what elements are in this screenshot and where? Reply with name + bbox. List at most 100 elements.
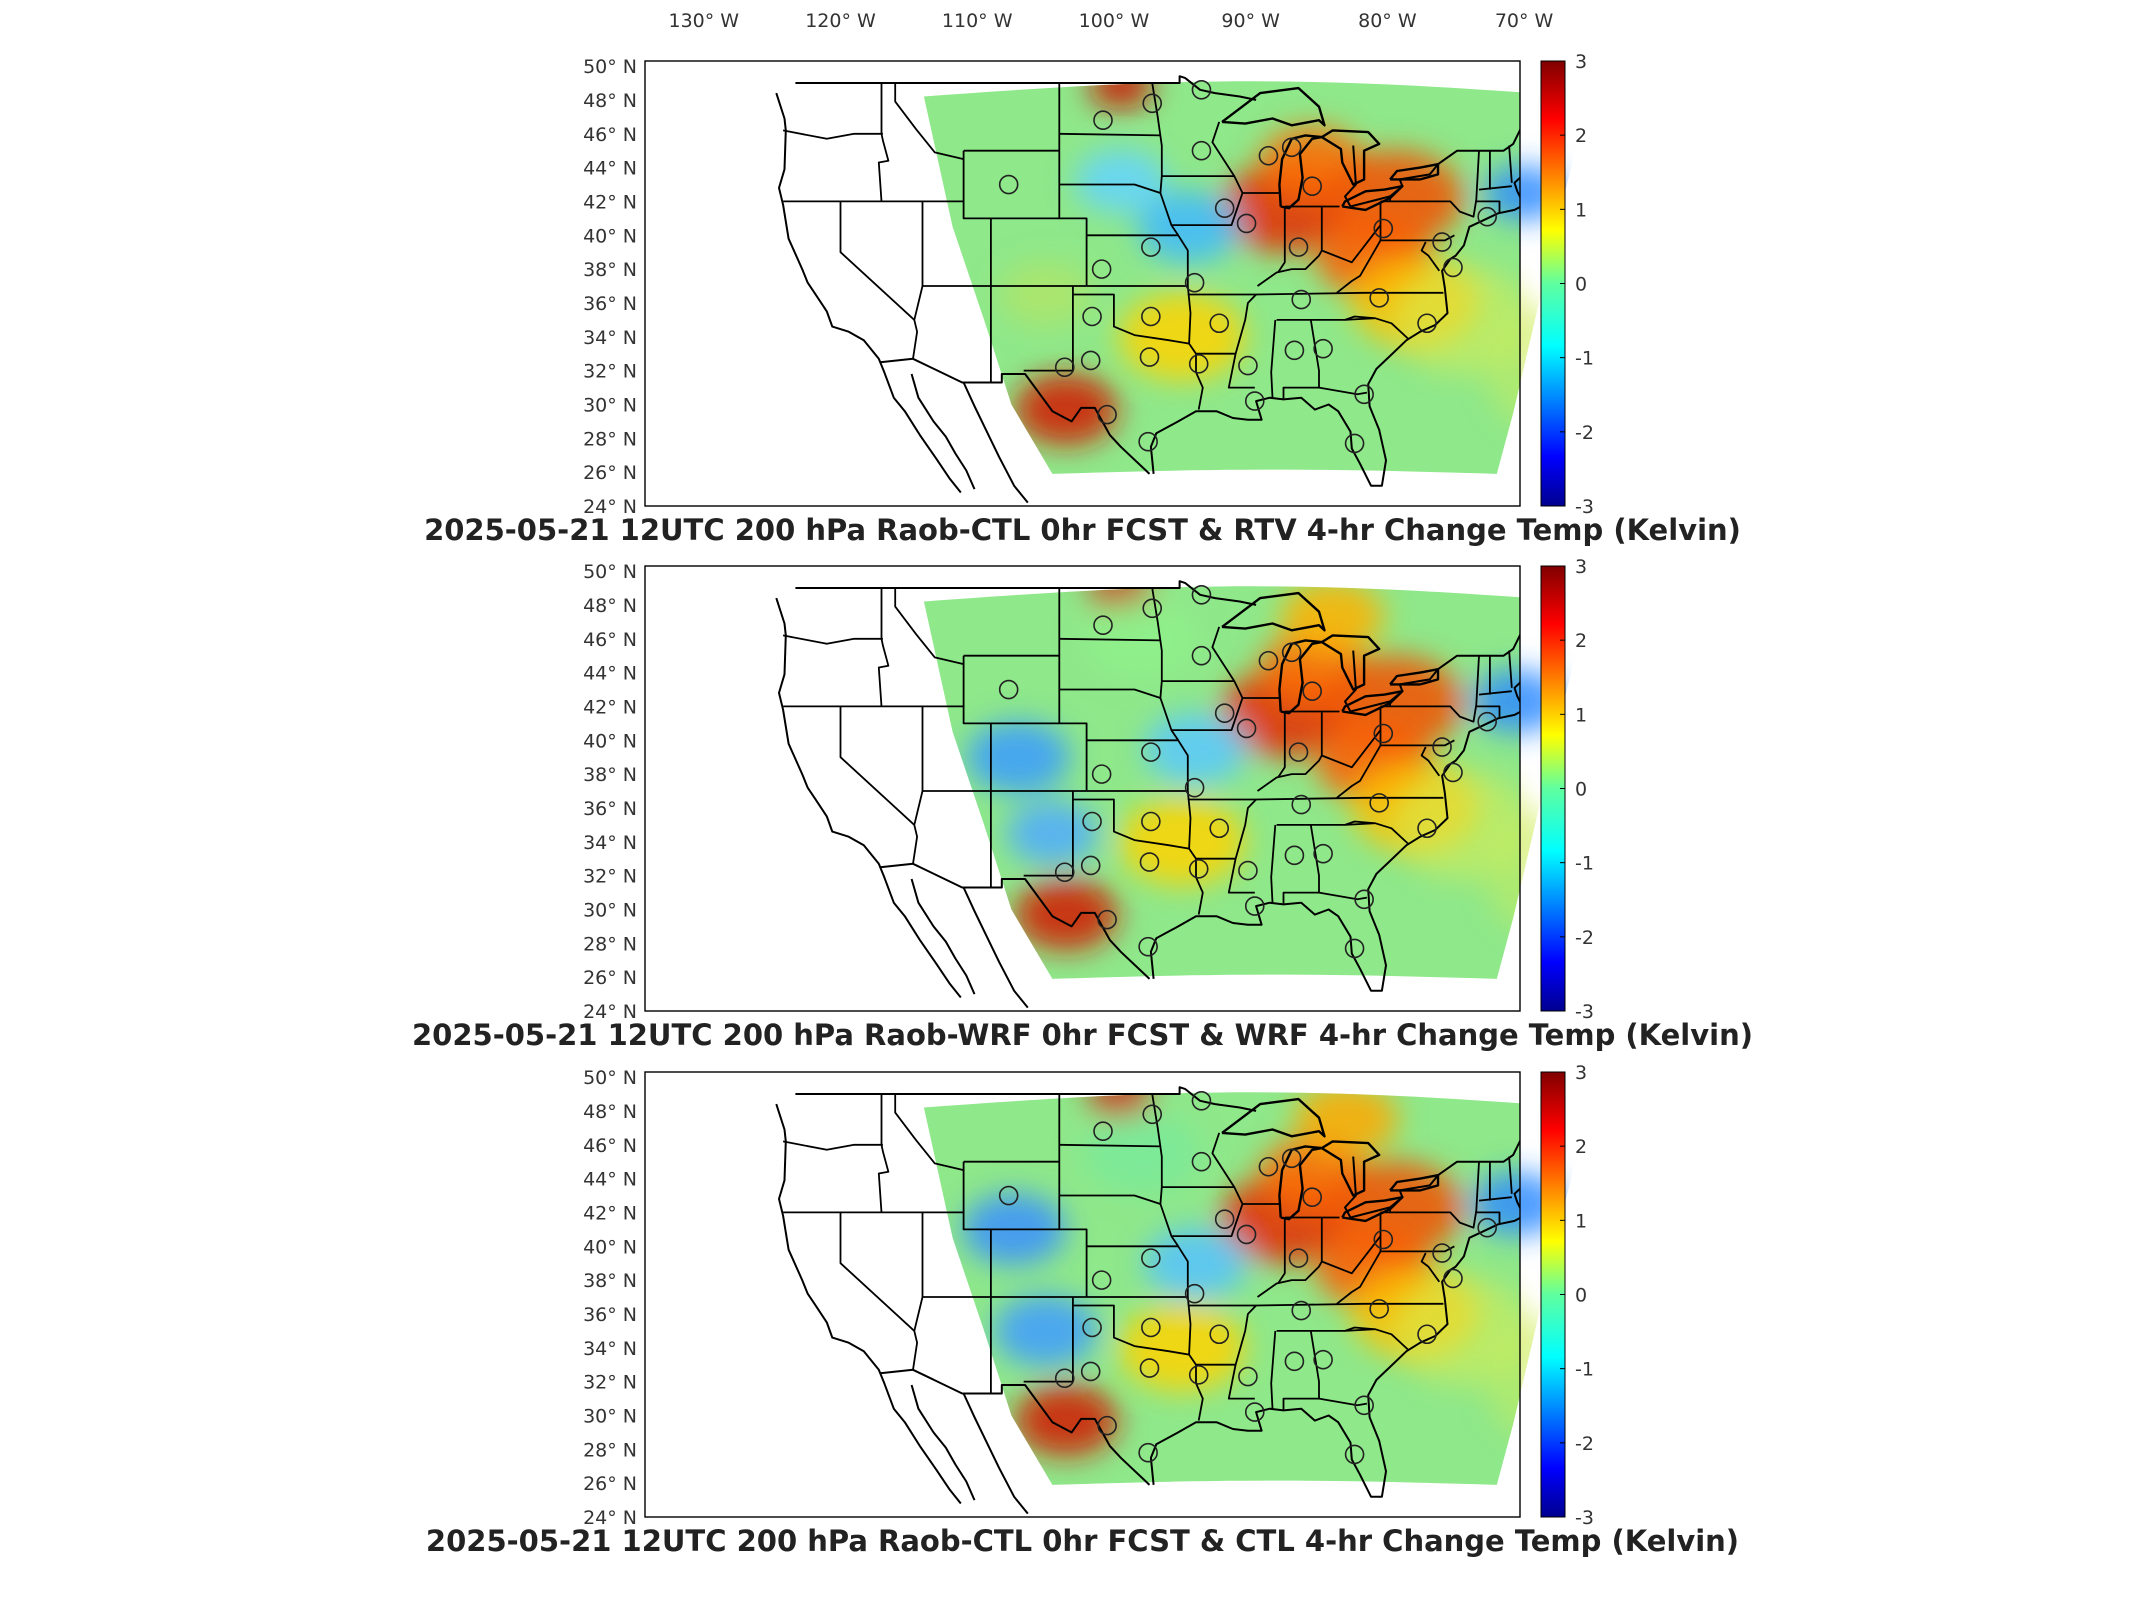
raob-station-marker xyxy=(1141,811,1161,832)
panel-title: 2025-05-21 12UTC 200 hPa Raob-WRF 0hr FC… xyxy=(412,1018,1753,1052)
raob-station-marker xyxy=(1373,1229,1394,1250)
raob-station-marker xyxy=(1288,742,1309,762)
latitude-label: 42° N xyxy=(583,1202,637,1224)
raob-station-marker xyxy=(1214,703,1235,724)
raob-station-marker xyxy=(1288,237,1309,257)
raob-station-marker xyxy=(1091,1270,1112,1290)
colorbar: 3 2 1 0 -1 -2 -3 xyxy=(1540,1062,1594,1529)
raob-station-marker xyxy=(1080,350,1101,371)
raob-station-marker xyxy=(1082,306,1102,327)
raob-station-marker xyxy=(1191,79,1212,100)
raob-station-marker xyxy=(1184,1283,1205,1304)
raob-station-marker xyxy=(1093,615,1113,636)
raob-station-marker xyxy=(1313,843,1333,864)
raob-station-marker xyxy=(1093,110,1113,131)
colorbar-tick-label: 3 xyxy=(1575,51,1587,73)
colorbar-tick-label: 1 xyxy=(1575,199,1587,221)
raob-station-marker xyxy=(1097,1415,1117,1436)
temperature-field xyxy=(923,1092,1579,1485)
latitude-label: 36° N xyxy=(583,1304,637,1326)
raob-station-marker xyxy=(1141,306,1161,327)
colorbar-tick-label: 3 xyxy=(1575,1062,1587,1084)
raob-stations xyxy=(998,1090,1497,1465)
latitude-label: 28° N xyxy=(583,1439,637,1461)
colorbar-tick-label: 0 xyxy=(1575,1285,1587,1307)
raob-station-marker xyxy=(1354,384,1374,405)
latitude-label: 38° N xyxy=(583,259,637,281)
raob-stations xyxy=(998,79,1497,454)
raob-station-marker xyxy=(1238,860,1258,881)
raob-station-marker xyxy=(1238,1366,1258,1387)
raob-station-marker xyxy=(1281,1148,1302,1169)
latitude-label: 30° N xyxy=(583,1405,637,1427)
state-boundaries xyxy=(775,580,1520,1009)
raob-station-marker xyxy=(1191,584,1212,605)
latitude-label: 30° N xyxy=(583,394,637,416)
raob-station-marker xyxy=(1191,1151,1212,1172)
colorbar-tick-label: -3 xyxy=(1575,496,1594,518)
raob-station-marker xyxy=(1244,1402,1265,1422)
raob-station-marker xyxy=(1142,93,1163,114)
raob-station-marker xyxy=(1344,433,1365,454)
latitude-label: 28° N xyxy=(583,933,637,955)
latitude-label: 50° N xyxy=(583,561,637,583)
raob-station-marker xyxy=(1373,218,1394,239)
longitude-label: 120° W xyxy=(805,10,876,32)
latitude-label: 40° N xyxy=(583,225,637,247)
latitude-label: 48° N xyxy=(583,90,637,112)
colorbar-tick-label: -3 xyxy=(1575,1507,1594,1529)
state-boundaries xyxy=(775,75,1520,504)
colorbar-tick-label: 2 xyxy=(1575,125,1587,147)
longitude-label: 80° W xyxy=(1358,10,1417,32)
colorbar-tick-label: 1 xyxy=(1575,704,1587,726)
raob-station-marker xyxy=(1236,1224,1257,1245)
raob-station-marker xyxy=(1477,1217,1497,1238)
raob-station-marker xyxy=(1281,642,1302,663)
latitude-label: 26° N xyxy=(583,462,637,484)
longitude-label: 90° W xyxy=(1221,10,1280,32)
raob-station-marker xyxy=(1443,257,1463,278)
raob-station-marker xyxy=(1288,1248,1309,1268)
latitude-label: 24° N xyxy=(583,1507,637,1529)
state-boundaries xyxy=(775,1086,1520,1515)
latitude-label: 38° N xyxy=(583,1270,637,1292)
raob-station-marker xyxy=(1054,862,1075,883)
raob-station-marker xyxy=(1291,794,1312,815)
raob-station-marker xyxy=(1141,237,1161,257)
colorbar-tick-label: 0 xyxy=(1575,274,1587,296)
raob-station-marker xyxy=(1093,1121,1113,1142)
raob-station-marker xyxy=(1344,1444,1365,1465)
raob-station-marker xyxy=(998,174,1019,195)
raob-station-marker xyxy=(1369,1299,1389,1319)
raob-station-marker xyxy=(1302,1187,1322,1208)
latitude-label: 40° N xyxy=(583,730,637,752)
latitude-label: 46° N xyxy=(583,124,637,146)
raob-station-marker xyxy=(1138,431,1158,452)
raob-station-marker xyxy=(1214,198,1235,219)
raob-station-marker xyxy=(1369,793,1389,813)
colorbar-tick-label: -3 xyxy=(1575,1001,1594,1023)
latitude-label: 26° N xyxy=(583,1473,637,1495)
raob-station-marker xyxy=(1313,1349,1333,1370)
latitude-label: 40° N xyxy=(583,1236,637,1258)
latitude-label: 34° N xyxy=(583,327,637,349)
raob-station-marker xyxy=(1214,1209,1235,1230)
latitude-label: 42° N xyxy=(583,696,637,718)
colorbar-tick-label: 1 xyxy=(1575,1210,1587,1232)
raob-station-marker xyxy=(1417,818,1437,839)
raob-station-marker xyxy=(1082,1317,1102,1338)
raob-station-marker xyxy=(1443,762,1463,783)
raob-station-marker xyxy=(1417,1324,1437,1345)
raob-station-marker xyxy=(1313,338,1333,359)
raob-station-marker xyxy=(1141,1248,1161,1268)
raob-station-marker xyxy=(1080,1361,1101,1382)
raob-station-marker xyxy=(1188,1365,1209,1385)
raob-station-marker xyxy=(1188,859,1209,879)
latitude-label: 26° N xyxy=(583,967,637,989)
colorbar-tick-label: -1 xyxy=(1575,348,1594,370)
latitude-label: 30° N xyxy=(583,899,637,921)
raob-station-marker xyxy=(1138,1442,1158,1463)
colorbar-tick-label: 3 xyxy=(1575,556,1587,578)
raob-station-marker xyxy=(1291,1300,1312,1321)
